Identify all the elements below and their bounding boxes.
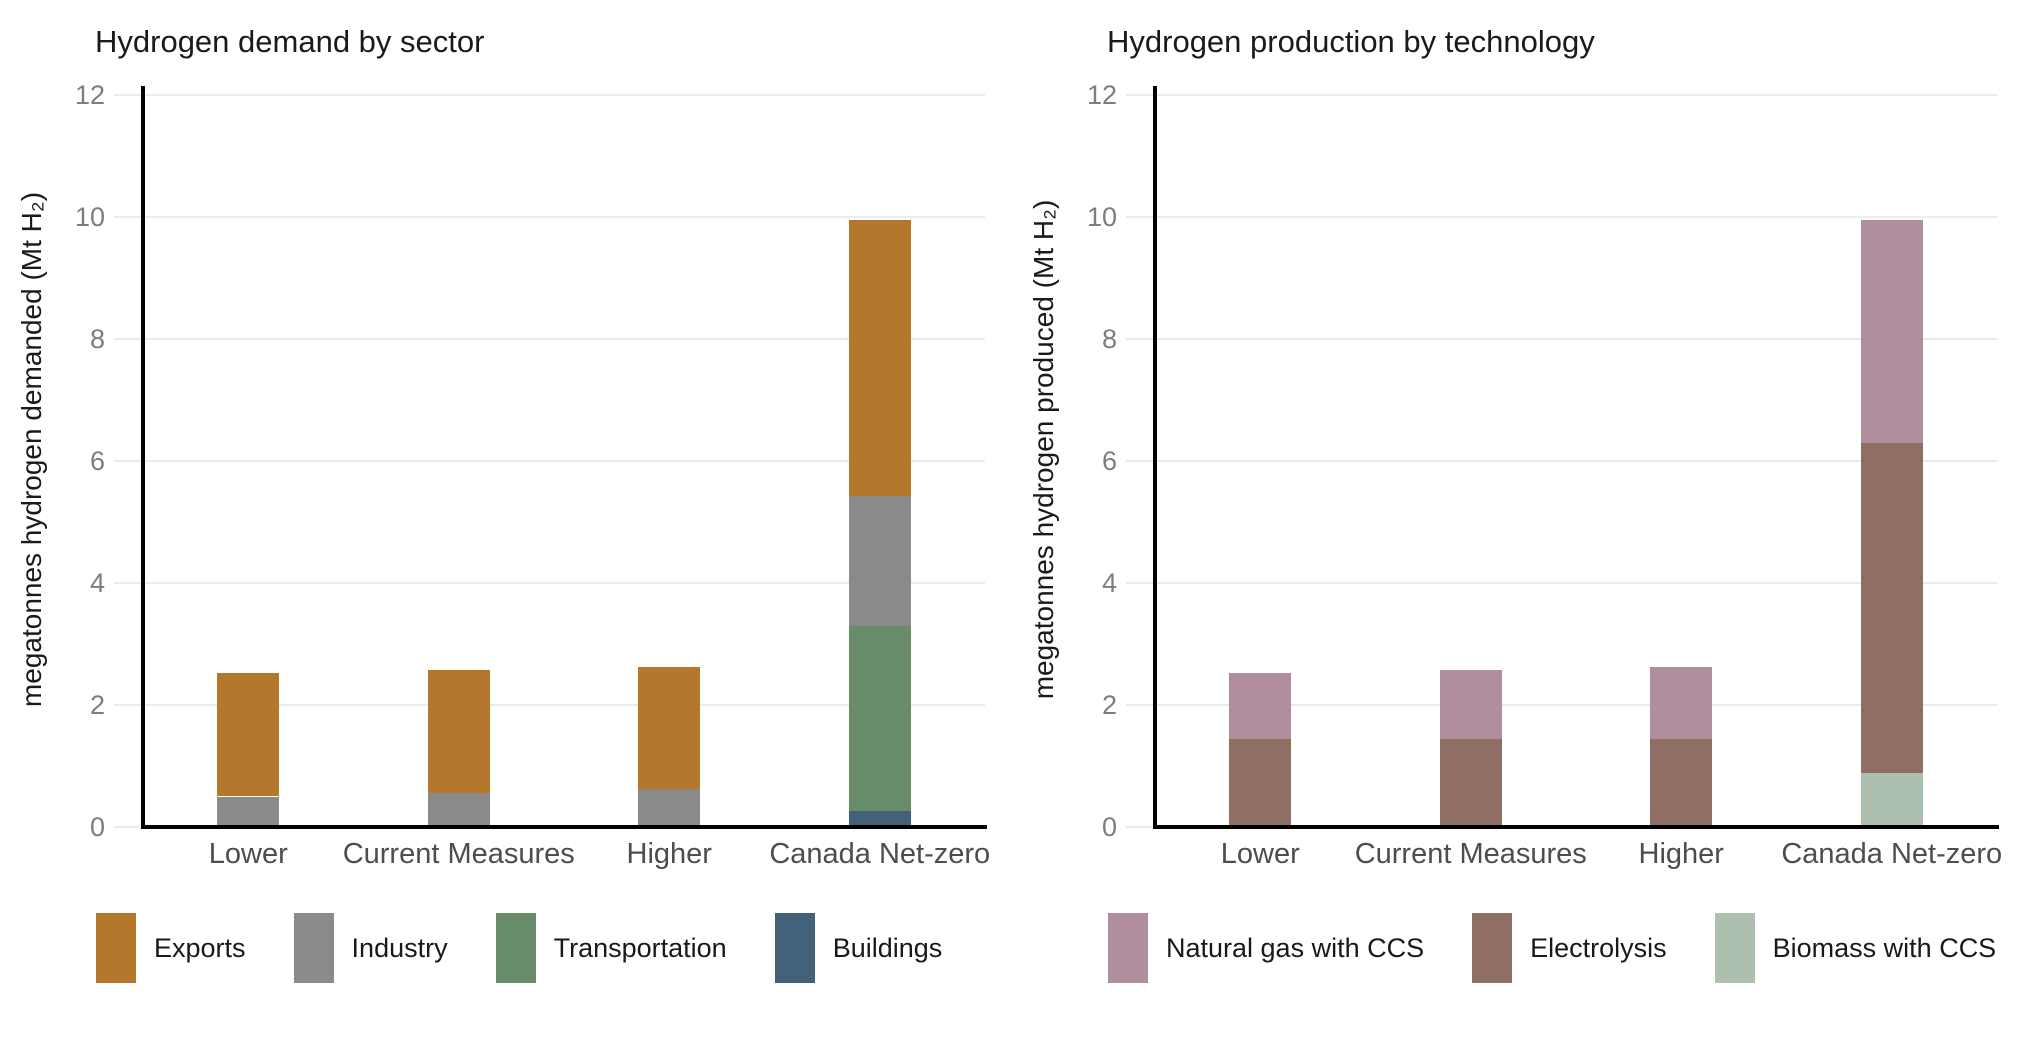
bar-segment-buildings (848, 811, 911, 827)
legend-label: Industry (351, 932, 448, 963)
legend-swatch-natural-gas-with-ccs (1108, 913, 1148, 983)
legend-label: Natural gas with CCS (1166, 932, 1425, 963)
legend-swatch-transportation (495, 913, 536, 983)
y-axis-line (1153, 86, 1157, 829)
bar-segment-industry (427, 792, 490, 827)
x-axis-line (1153, 825, 1999, 829)
gridline (114, 460, 985, 462)
legend: Exports Industry Transportation Buildings (96, 913, 942, 983)
legend-label: Exports (154, 932, 246, 963)
bar-segment-exports (217, 672, 280, 797)
legend-swatch-electrolysis (1472, 913, 1513, 983)
y-tick-label: 10 (74, 202, 105, 232)
y-tick-label: 10 (1086, 202, 1117, 232)
x-tick-label: Current Measures (1354, 838, 1587, 870)
gridline (114, 338, 985, 340)
bar-segment-natural-gas-with-ccs (1860, 220, 1923, 443)
x-tick-label: Canada Net-zero (769, 838, 991, 870)
gridline (114, 704, 985, 706)
y-axis-line (141, 86, 145, 829)
legend-item-buildings: Buildings (774, 913, 943, 983)
bar-segment-industry (848, 496, 911, 626)
y-tick-label: 2 (89, 690, 105, 720)
y-tick-label: 8 (89, 324, 105, 354)
x-axis-line (141, 825, 987, 829)
y-tick-label: 6 (1101, 446, 1117, 476)
bar-segment-biomass-with-ccs (1860, 772, 1923, 827)
x-tick-label: Lower (208, 838, 288, 870)
legend-swatch-industry (293, 913, 334, 983)
chart-title: Hydrogen production by technology (1107, 24, 1595, 59)
bar-segment-exports (848, 220, 911, 497)
gridline (1126, 460, 1997, 462)
y-tick-label: 8 (1101, 324, 1117, 354)
x-tick-label: Higher (626, 838, 712, 870)
gridline (114, 582, 985, 584)
legend-swatch-biomass-with-ccs (1714, 913, 1755, 983)
gridline (1126, 582, 1997, 584)
legend-item-natural-gas-with-ccs: Natural gas with CCS (1108, 913, 1424, 983)
x-tick-label: Canada Net-zero (1781, 838, 2003, 870)
y-tick-label: 0 (1101, 812, 1117, 842)
legend-item-industry: Industry (293, 913, 448, 983)
y-tick-label: 4 (1101, 568, 1117, 598)
y-tick-label: 6 (89, 446, 105, 476)
legend-item-biomass-with-ccs: Biomass with CCS (1714, 913, 1997, 983)
y-tick-label: 12 (1086, 80, 1117, 110)
gridline (1126, 216, 1997, 218)
bar-segment-transportation (848, 625, 911, 812)
gridline (1126, 94, 1997, 96)
legend-label: Electrolysis (1530, 932, 1667, 963)
bar-segment-electrolysis (1650, 738, 1713, 827)
y-tick-label: 0 (89, 812, 105, 842)
bar-segment-electrolysis (1229, 739, 1292, 827)
x-tick-label: Higher (1638, 838, 1724, 870)
bar-segment-natural-gas-with-ccs (1439, 669, 1502, 739)
bar-segment-electrolysis (1860, 442, 1923, 773)
legend-item-transportation: Transportation (495, 913, 727, 983)
chart-title: Hydrogen demand by sector (95, 24, 485, 59)
gridline (114, 216, 985, 218)
legend-label: Transportation (553, 932, 727, 963)
legend-label: Buildings (832, 932, 943, 963)
gridline (1126, 338, 1997, 340)
bar-segment-natural-gas-with-ccs (1650, 667, 1713, 739)
legend-swatch-exports (96, 913, 136, 983)
legend: Natural gas with CCS Electrolysis Biomass … (1108, 913, 1996, 983)
bar-segment-exports (638, 666, 701, 790)
x-tick-label: Current Measures (342, 838, 575, 870)
legend-item-exports: Exports (96, 913, 246, 983)
gridline (1126, 704, 1997, 706)
legend-label: Biomass with CCS (1772, 932, 1997, 963)
bar-segment-industry (638, 789, 701, 827)
y-tick-label: 2 (1101, 690, 1117, 720)
legend-item-electrolysis: Electrolysis (1472, 913, 1667, 983)
y-tick-label: 12 (74, 80, 105, 110)
hydrogen-demand-chart-panel: Hydrogen demand by sector megatonnes hydr… (0, 0, 1012, 1050)
bar-segment-electrolysis (1439, 738, 1502, 827)
hydrogen-production-chart-panel: Hydrogen production by technology megaton… (1012, 0, 2024, 1050)
x-tick-label: Lower (1220, 838, 1300, 870)
gridline (114, 94, 985, 96)
bar-segment-natural-gas-with-ccs (1229, 672, 1292, 740)
bar-segment-exports (427, 669, 490, 793)
bar-segment-industry (217, 796, 280, 827)
y-tick-label: 4 (89, 568, 105, 598)
legend-swatch-buildings (774, 913, 815, 983)
